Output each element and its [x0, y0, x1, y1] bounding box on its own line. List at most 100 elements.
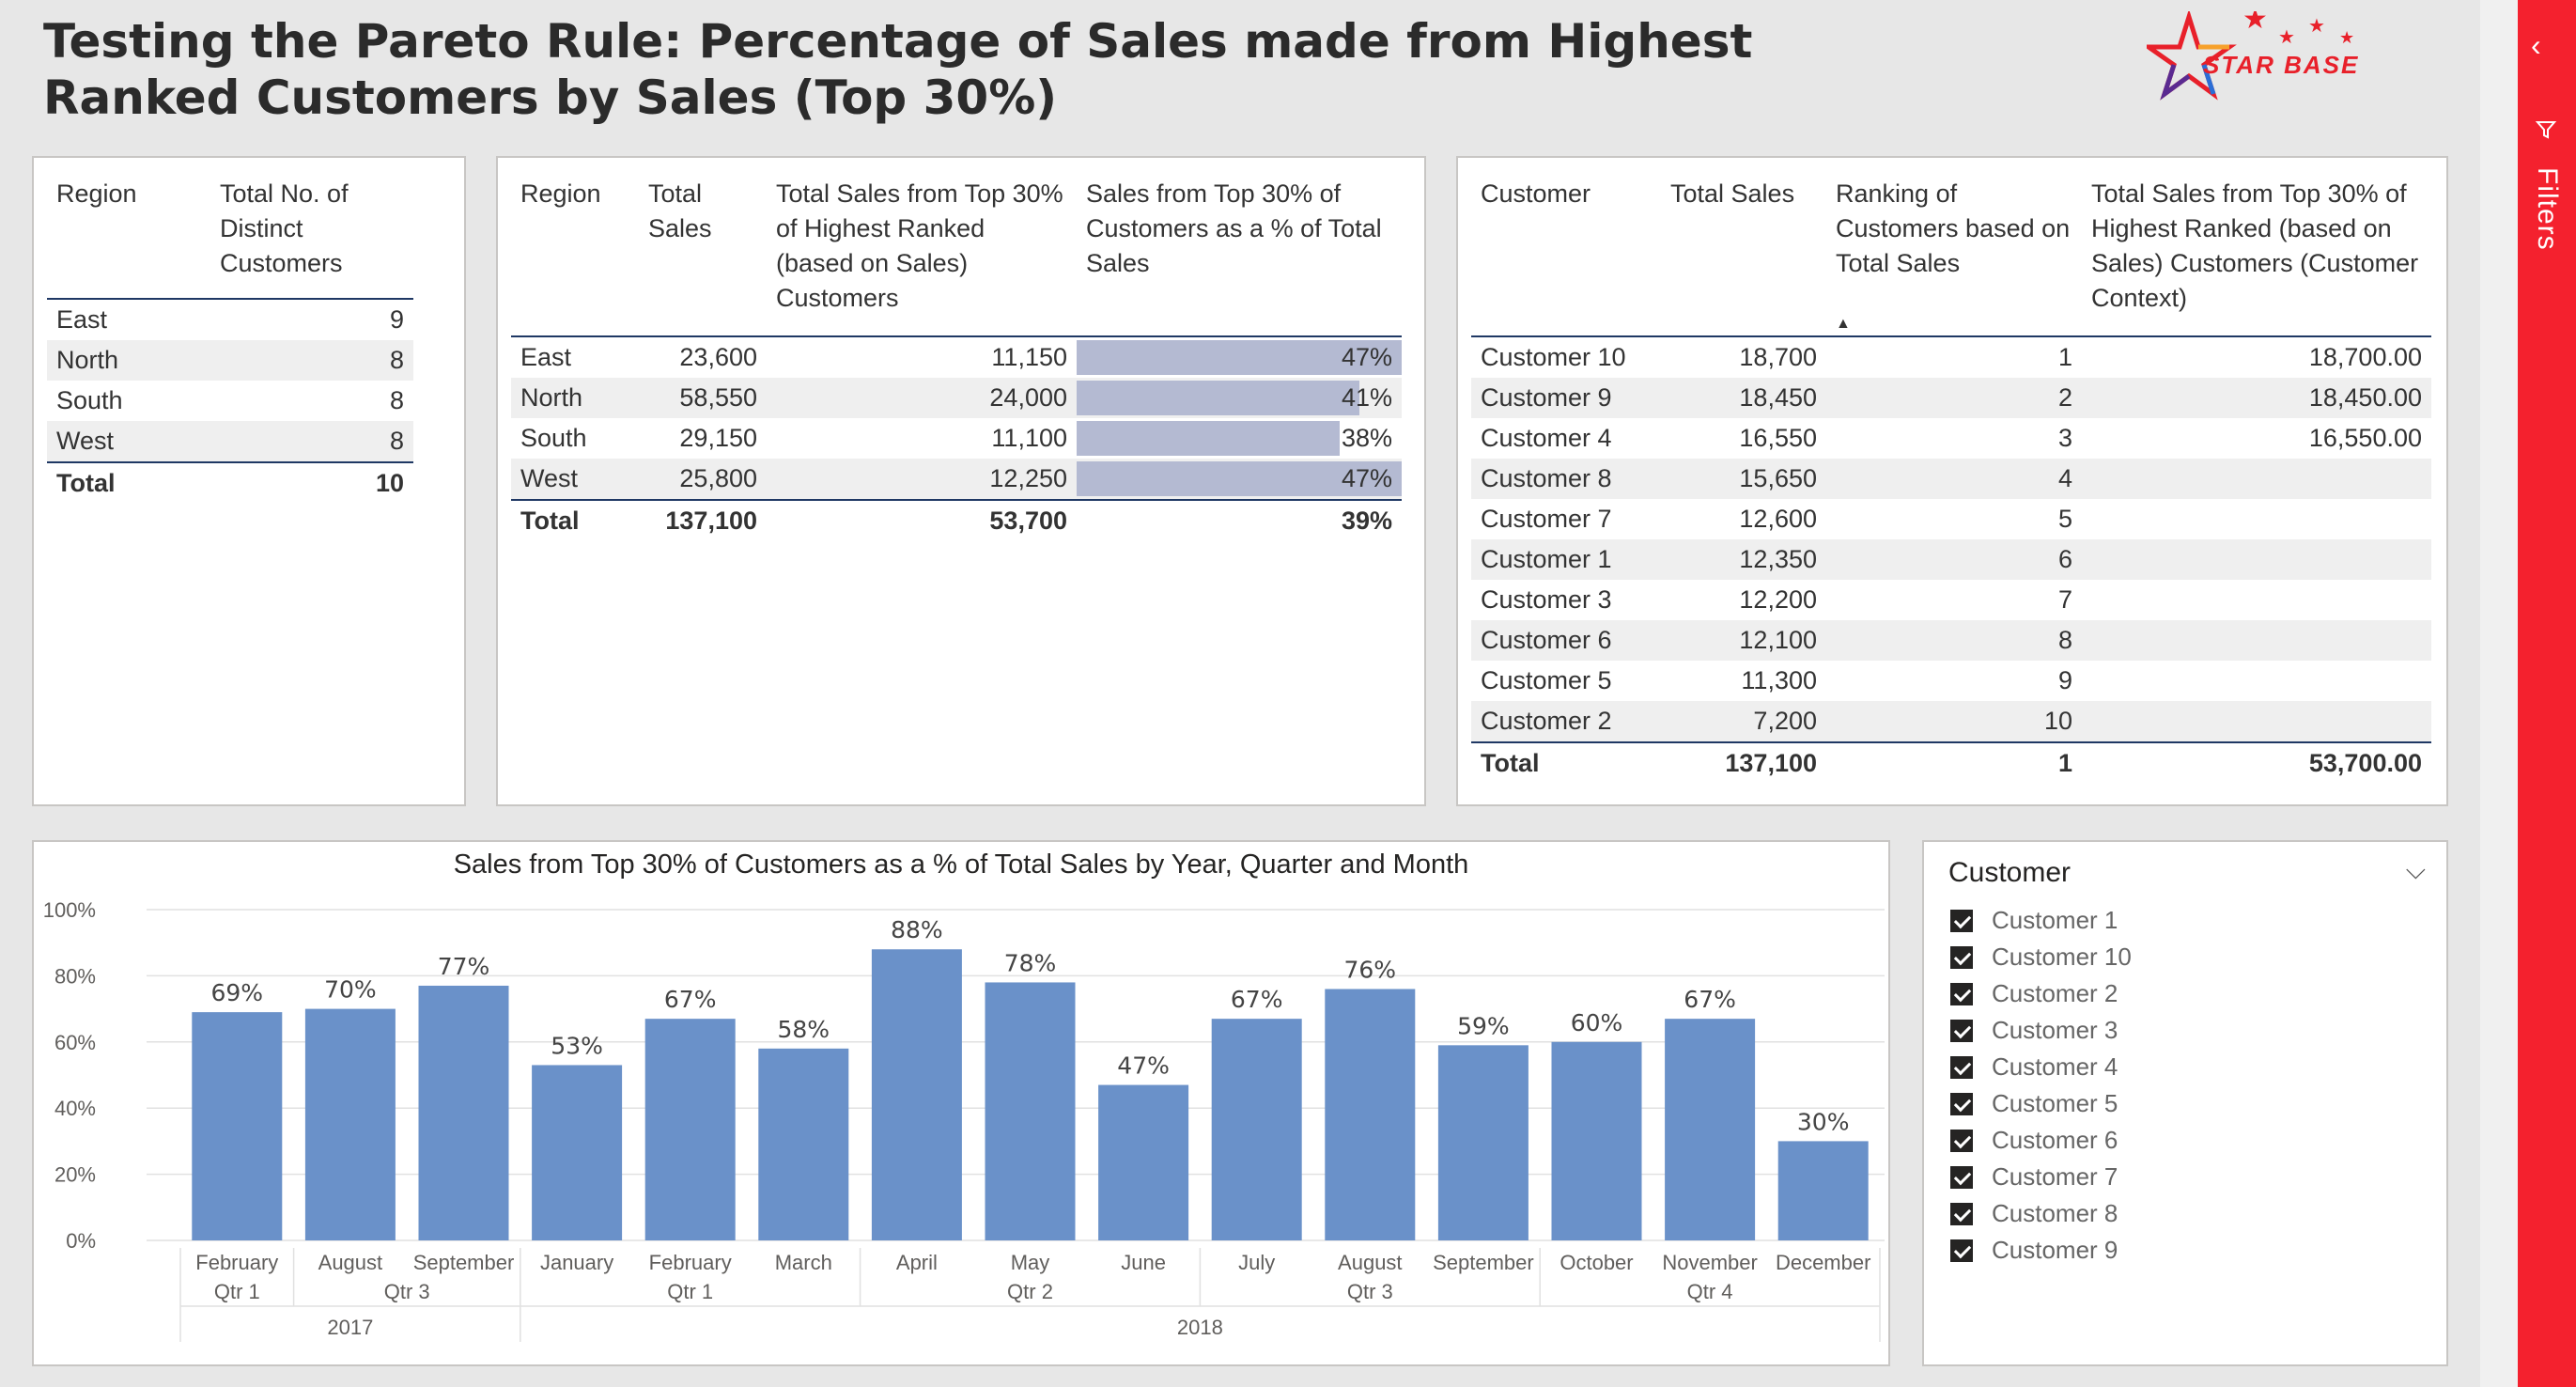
star-base-logo: ★ ★ ★ ★ STAR BASE [2141, 4, 2410, 105]
cell: 2 [1826, 378, 2082, 418]
x-tick-label: December [1776, 1251, 1870, 1274]
cell: North [511, 378, 639, 418]
slicer-item[interactable]: Customer 1 [1950, 902, 2118, 939]
col-header-region[interactable]: Region [47, 167, 210, 300]
checkbox-checked-icon[interactable] [1950, 1019, 1973, 1042]
cell: 11,150 [991, 343, 1067, 371]
cell: 5 [2057, 505, 2072, 533]
col-header-top30-pct[interactable]: Sales from Top 30% of Customers as a % o… [1077, 167, 1402, 337]
slicer-item[interactable]: Customer 6 [1950, 1122, 2118, 1159]
checkbox-checked-icon[interactable] [1950, 982, 1973, 1005]
data-label: 70% [324, 976, 377, 1004]
cell: Customer 5 [1481, 666, 1612, 694]
checkbox-checked-icon[interactable] [1950, 1092, 1973, 1115]
bar [532, 1065, 623, 1240]
checkbox-checked-icon[interactable] [1950, 1202, 1973, 1225]
col-header-total-sales[interactable]: Total Sales [1661, 167, 1826, 337]
region-sales-table: Region Total Sales Total Sales from Top … [511, 167, 1402, 541]
total-value: 53,700.00 [2082, 741, 2431, 784]
col-header-region[interactable]: Region [511, 167, 639, 337]
pct-value: 47% [1341, 464, 1392, 492]
cell: 23,600 [679, 343, 757, 371]
col-header-customer[interactable]: Customer [1471, 167, 1661, 337]
cell: 12,200 [1739, 585, 1817, 614]
y-tick-label: 0% [66, 1229, 96, 1253]
cell: 18,450.00 [2082, 378, 2431, 418]
svg-text:★: ★ [2308, 16, 2325, 37]
checkbox-checked-icon[interactable] [1950, 1055, 1973, 1079]
monthly-pct-bar-chart: 0% 20% 40% 60% 80% 100% 69% February 70% August 77… [43, 898, 1885, 1342]
data-label: 60% [1571, 1009, 1623, 1036]
sort-ascending-icon: ▲ [1836, 316, 1851, 332]
checkbox-checked-icon[interactable] [1950, 1129, 1973, 1152]
filters-pane-collapsed[interactable] [2518, 0, 2576, 1387]
cell: 7 [2057, 585, 2072, 614]
cell: 9 [2057, 666, 2072, 694]
chevron-down-icon[interactable]: ⌵ [2405, 855, 2426, 884]
cell: 4 [1826, 459, 2082, 499]
cell: Customer 2 [1471, 701, 1661, 742]
filters-gutter [2480, 0, 2518, 1387]
data-label: 69% [211, 979, 264, 1006]
page-title: Testing the Pareto Rule: Percentage of S… [43, 14, 1753, 125]
customer-slicer[interactable]: Customer ⌵ Customer 1 Customer 10 Customer… [1922, 840, 2448, 1366]
cell [2082, 661, 2431, 701]
cell [2082, 701, 2431, 742]
cell: East [520, 343, 572, 371]
cell: 16,550 [1739, 424, 1817, 452]
x-tick-label: June [1121, 1251, 1166, 1274]
total-value: 137,100 [1661, 741, 1826, 784]
data-label: 67% [664, 986, 717, 1013]
col-header-top30-context[interactable]: Total Sales from Top 30% of Highest Rank… [2082, 167, 2431, 337]
ranking-header-label: Ranking of Customers based on Total Sale… [1836, 179, 2071, 277]
region-sales-table-panel: Region Total Sales Total Sales from Top … [496, 156, 1426, 806]
slicer-item-label: Customer 2 [1992, 979, 2118, 1007]
cell: 9 [389, 305, 404, 334]
cell: 10 [1826, 701, 2082, 742]
slicer-item[interactable]: Customer 3 [1950, 1012, 2118, 1049]
cell: 16,550.00 [2308, 424, 2422, 452]
checkbox-checked-icon[interactable] [1950, 1165, 1973, 1189]
bar [1098, 1084, 1189, 1240]
checkbox-checked-icon[interactable] [1950, 1239, 1973, 1262]
data-label: 78% [1004, 949, 1057, 976]
bar [1437, 1045, 1529, 1240]
slicer-item[interactable]: Customer 4 [1950, 1049, 2118, 1085]
col-header-total-sales[interactable]: Total Sales [639, 167, 767, 337]
chart-title: Sales from Top 30% of Customers as a % o… [453, 849, 1469, 880]
bar [758, 1048, 849, 1240]
filters-label[interactable]: Filters [2532, 167, 2563, 251]
checkbox-checked-icon[interactable] [1950, 945, 1973, 969]
pct-value: 41% [1341, 383, 1392, 412]
x-tick-label: August [318, 1251, 383, 1274]
cell: Customer 9 [1471, 378, 1661, 418]
chevron-left-icon[interactable]: ‹ [2531, 28, 2541, 62]
logo-text: STAR BASE [2203, 51, 2359, 79]
checkbox-checked-icon[interactable] [1950, 909, 1973, 932]
pct-bar-cell: 41% [1077, 378, 1402, 418]
col-header-ranking[interactable]: Ranking of Customers based on Total Sale… [1826, 167, 2082, 337]
slicer-item[interactable]: Customer 8 [1950, 1195, 2118, 1232]
slicer-item-label: Customer 10 [1992, 943, 2132, 971]
cell: 12,600 [1739, 505, 1817, 533]
slicer-item[interactable]: Customer 7 [1950, 1159, 2118, 1195]
col-header-distinct-customers[interactable]: Total No. of Distinct Customers [210, 167, 413, 300]
cell: Customer 7 [1481, 505, 1612, 533]
data-label: 76% [1344, 956, 1397, 983]
slicer-item[interactable]: Customer 9 [1950, 1232, 2118, 1269]
x-tick-label: February [195, 1251, 278, 1274]
y-tick-label: 40% [54, 1097, 96, 1120]
data-label: 30% [1797, 1108, 1850, 1135]
slicer-item[interactable]: Customer 2 [1950, 975, 2118, 1012]
quarter-label: Qtr 3 [1347, 1280, 1393, 1303]
cell: 18,450 [1661, 378, 1826, 418]
slicer-item[interactable]: Customer 5 [1950, 1085, 2118, 1122]
slicer-item-label: Customer 1 [1992, 906, 2118, 934]
col-header-top30-sales[interactable]: Total Sales from Top 30% of Highest Rank… [767, 167, 1077, 337]
cell: 8 [210, 340, 413, 381]
customer-ranking-table: Customer Total Sales Ranking of Customer… [1471, 167, 2431, 784]
slicer-item[interactable]: Customer 10 [1950, 939, 2132, 975]
pct-databar [1077, 340, 1402, 375]
total-value: 137,100 [639, 499, 767, 541]
x-tick-label: September [1433, 1251, 1534, 1274]
